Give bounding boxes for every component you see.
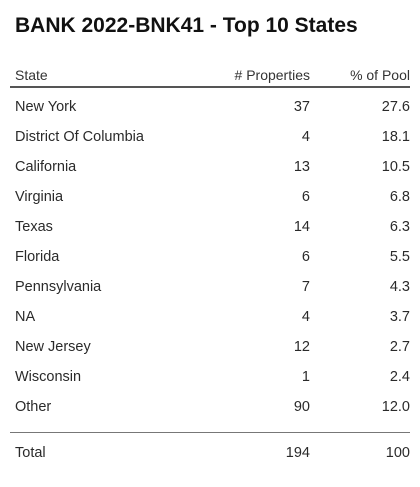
table-row: Virginia 6 6.8: [10, 182, 410, 212]
table-row: District Of Columbia 4 18.1: [10, 122, 410, 152]
pool-cell: 6.8: [389, 189, 410, 205]
properties-cell: 14: [293, 219, 310, 235]
properties-cell: 12: [293, 339, 310, 355]
state-cell: District Of Columbia: [15, 129, 144, 145]
properties-cell: 4: [301, 129, 310, 145]
state-cell: Florida: [15, 249, 60, 265]
column-header-pool: % of Pool: [350, 67, 410, 83]
properties-cell: 4: [301, 309, 310, 325]
total-divider: [10, 432, 410, 433]
table-row: Wisconsin 1 2.4: [10, 362, 410, 392]
total-label: Total: [15, 445, 46, 461]
pool-cell: 12.0: [381, 399, 410, 415]
properties-cell: 1: [301, 369, 310, 385]
total-pool: 100: [385, 445, 410, 461]
pool-cell: 5.5: [389, 249, 410, 265]
table-row: New York 37 27.6: [10, 92, 410, 122]
state-cell: Other: [15, 399, 52, 415]
state-cell: Wisconsin: [15, 369, 82, 385]
column-header-state: State: [15, 67, 48, 83]
table-row: Florida 6 5.5: [10, 242, 410, 272]
properties-cell: 37: [293, 99, 310, 115]
properties-cell: 90: [293, 399, 310, 415]
table-row: Texas 14 6.3: [10, 212, 410, 242]
state-cell: Pennsylvania: [15, 279, 102, 295]
state-cell: Texas: [15, 219, 53, 235]
state-cell: California: [15, 159, 77, 175]
total-properties: 194: [285, 445, 310, 461]
table-row: Pennsylvania 7 4.3: [10, 272, 410, 302]
table-row: Other 90 12.0: [10, 392, 410, 422]
pool-cell: 2.4: [389, 369, 410, 385]
properties-cell: 6: [301, 189, 310, 205]
state-cell: Virginia: [15, 189, 64, 205]
state-cell: NA: [15, 309, 36, 325]
pool-cell: 27.6: [381, 99, 410, 115]
pool-cell: 10.5: [381, 159, 410, 175]
column-header-properties: # Properties: [234, 67, 310, 83]
table-row: NA 4 3.7: [10, 302, 410, 332]
properties-cell: 6: [301, 249, 310, 265]
page-title: BANK 2022-BNK41 - Top 10 States: [15, 14, 358, 37]
states-table: State # Properties % of Pool New York 37…: [10, 64, 410, 468]
state-cell: New Jersey: [15, 339, 91, 355]
state-cell: New York: [15, 99, 77, 115]
properties-cell: 13: [293, 159, 310, 175]
table-row: California 13 10.5: [10, 152, 410, 182]
table-row: New Jersey 12 2.7: [10, 332, 410, 362]
pool-cell: 18.1: [381, 129, 410, 145]
pool-cell: 2.7: [389, 339, 410, 355]
pool-cell: 4.3: [389, 279, 410, 295]
pool-cell: 6.3: [389, 219, 410, 235]
properties-cell: 7: [301, 279, 310, 295]
table-body: New York 37 27.6 District Of Columbia 4 …: [10, 92, 410, 422]
total-row: Total 194 100: [10, 438, 410, 468]
pool-cell: 3.7: [389, 309, 410, 325]
table-header: State # Properties % of Pool: [10, 64, 410, 88]
